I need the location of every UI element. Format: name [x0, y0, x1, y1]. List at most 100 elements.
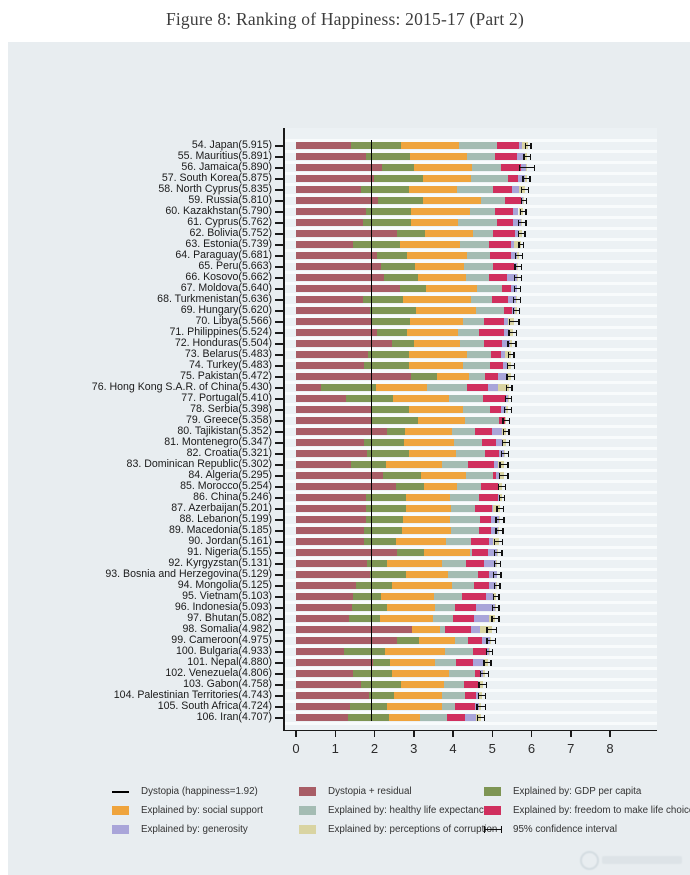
- ci-cap-right: [500, 571, 502, 578]
- ci-cap-left: [483, 659, 485, 666]
- country-axis-tick: [275, 563, 284, 565]
- bar-segment-2: [408, 351, 467, 358]
- bar-segment-3: [458, 329, 480, 336]
- ci-whisker: [524, 155, 531, 158]
- country-label: 99. Cameroon(4.975): [171, 633, 272, 646]
- country-label: 83. Dominican Republic(5.302): [126, 457, 272, 470]
- bar-segment-4: [500, 164, 522, 171]
- country-label: 64. Paraguay(5.681): [175, 248, 272, 261]
- bar-segment-4: [490, 362, 503, 369]
- country-label: 65. Peru(5.663): [198, 259, 272, 272]
- grid-stripe: [284, 710, 657, 714]
- x-tick-label: 7: [567, 741, 575, 756]
- country-axis-tick: [275, 607, 284, 609]
- grid-stripe: [284, 380, 657, 384]
- bar-segment-0: [296, 186, 362, 193]
- country-axis-tick: [275, 310, 284, 312]
- bar-segment-1: [365, 208, 411, 215]
- ci-cap-left: [476, 714, 478, 721]
- legend-label: Explained by: healthy life expectancy: [328, 805, 489, 816]
- bar-segment-2: [405, 571, 449, 578]
- grid-stripe: [284, 270, 657, 274]
- bar-segment-5: [486, 593, 494, 600]
- watermark-circle-icon: [580, 851, 599, 870]
- grid-stripe: [284, 644, 657, 648]
- grid-stripe: [284, 336, 657, 340]
- country-label: 94. Mongolia(5.125): [177, 578, 272, 591]
- bar-segment-5: [512, 208, 519, 215]
- country-label: 92. Kyrgyzstan(5.131): [168, 556, 272, 569]
- ci-cap-left: [495, 516, 497, 523]
- country-axis-tick: [275, 695, 284, 697]
- legend-swatch: [112, 806, 129, 815]
- country-axis-tick: [275, 233, 284, 235]
- country-label: 68. Turkmenistan(5.636): [157, 292, 272, 305]
- ci-cap-glyph: [484, 826, 486, 833]
- ci-cap-right: [499, 560, 502, 567]
- bar-segment-1: [366, 560, 388, 567]
- bar-segment-1: [365, 153, 411, 160]
- bar-segment-3: [456, 186, 493, 193]
- country-axis-tick: [275, 651, 284, 653]
- ci-cap-left: [514, 252, 517, 259]
- ci-whisker: [496, 507, 504, 510]
- grid-stripe: [284, 435, 657, 439]
- bar-segment-1: [396, 549, 424, 556]
- y-axis-line: [283, 128, 285, 730]
- ci-whisker: [508, 342, 516, 345]
- ci-whisker: [513, 309, 520, 312]
- ci-whisker: [515, 265, 522, 268]
- bar-segment-2: [413, 164, 473, 171]
- bar-segment-0: [296, 351, 368, 358]
- bar-segment-0: [296, 626, 413, 633]
- bar-segment-5: [475, 692, 480, 699]
- bar-segment-5: [491, 505, 494, 512]
- grid-stripe: [284, 611, 657, 615]
- ci-cap-left: [477, 692, 480, 699]
- bar-segment-4: [446, 714, 465, 721]
- ci-cap-right: [502, 527, 504, 534]
- ci-whisker: [486, 628, 497, 631]
- bar-segment-1: [391, 340, 414, 347]
- ci-whisker: [494, 540, 503, 543]
- ci-whisker: [486, 639, 496, 642]
- country-axis-tick: [275, 497, 284, 499]
- bar-segment-0: [296, 318, 371, 325]
- ci-cap-right: [533, 164, 536, 171]
- grid-stripe: [284, 171, 657, 175]
- bar-segment-5: [488, 582, 496, 589]
- bar-segment-0: [296, 164, 382, 171]
- bar-segment-2: [416, 307, 477, 314]
- bar-segment-0: [296, 538, 364, 545]
- ci-whisker: [518, 243, 524, 246]
- grid-stripe: [284, 325, 657, 329]
- ci-whisker: [506, 375, 515, 378]
- bar-segment-1: [364, 439, 405, 446]
- ci-line-glyph: [484, 829, 502, 831]
- bar-segment-2: [380, 593, 435, 600]
- bar-segment-2: [413, 340, 460, 347]
- bar-segment-4: [468, 461, 495, 468]
- bar-segment-5: [496, 472, 499, 479]
- ci-whisker: [513, 298, 521, 301]
- ci-cap-left: [507, 340, 509, 347]
- x-tick-label: 6: [527, 741, 536, 756]
- ci-whisker: [477, 705, 486, 708]
- ci-cap-left: [498, 472, 501, 479]
- legend-swatch: [299, 825, 316, 834]
- bar-segment-1: [400, 285, 427, 292]
- country-axis-tick: [275, 222, 284, 224]
- bar-segment-5: [488, 384, 498, 391]
- bar-segment-5: [492, 428, 503, 435]
- bar-segment-2: [401, 681, 445, 688]
- bar-segment-0: [296, 604, 352, 611]
- country-label: 106. Iran(4.707): [196, 710, 272, 723]
- ci-cap-right: [507, 461, 509, 468]
- bar-segment-4: [497, 142, 520, 149]
- ci-cap-left: [520, 186, 523, 193]
- x-tick: [530, 731, 533, 737]
- bar-segment-4: [493, 230, 516, 237]
- ci-cap-left: [509, 318, 511, 325]
- ci-whisker: [518, 232, 525, 235]
- bar-segment-3: [440, 626, 445, 633]
